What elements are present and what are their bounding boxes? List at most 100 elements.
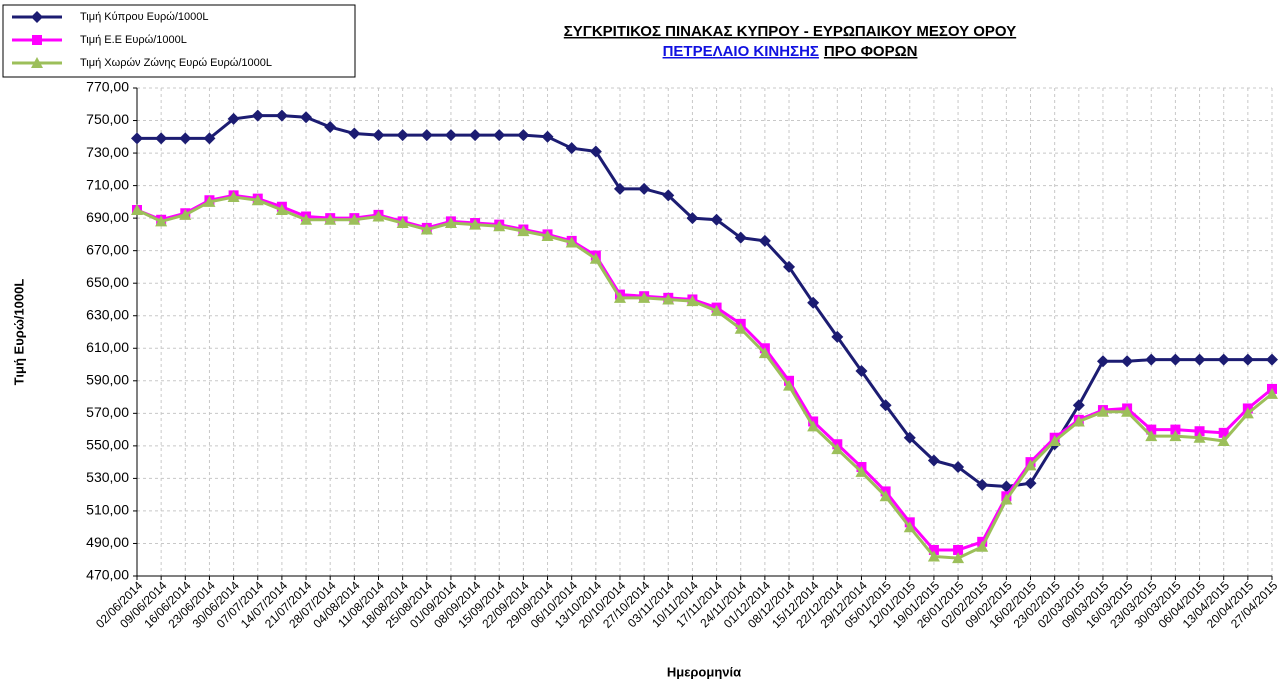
point — [251, 194, 264, 206]
point — [831, 443, 844, 455]
point — [1169, 353, 1182, 366]
point — [541, 130, 554, 143]
subtitle-part: ΠΕΤΡΕΛΑΙΟ ΚΙΝΗΣΗΣ — [663, 43, 819, 60]
point — [131, 204, 143, 215]
point — [1217, 353, 1230, 366]
point — [300, 111, 313, 124]
legend-marker — [32, 35, 42, 45]
point — [1266, 353, 1278, 366]
y-tick-label: 690,00 — [86, 209, 129, 225]
point — [155, 132, 168, 145]
point — [638, 291, 651, 303]
point — [613, 182, 626, 195]
point — [372, 210, 385, 222]
point — [131, 132, 143, 145]
point — [903, 431, 916, 444]
point — [976, 540, 989, 552]
point — [420, 129, 433, 142]
point — [1096, 405, 1109, 417]
point — [493, 220, 506, 232]
y-tick-label: 610,00 — [86, 339, 129, 355]
point — [300, 213, 313, 225]
point — [1072, 415, 1085, 427]
point — [565, 236, 578, 248]
point — [855, 365, 868, 378]
point — [783, 379, 796, 391]
point — [348, 127, 361, 140]
point — [1241, 407, 1254, 419]
point — [662, 293, 675, 305]
point — [662, 189, 675, 202]
point — [1170, 424, 1181, 435]
point — [1000, 493, 1013, 505]
point — [1241, 353, 1254, 366]
point — [1024, 477, 1037, 490]
point — [1193, 353, 1206, 366]
y-tick-label: 550,00 — [86, 437, 129, 453]
legend-label: Τιμή Ε.Ε Ευρώ/1000L — [80, 34, 187, 46]
point — [227, 112, 240, 125]
point — [372, 129, 385, 142]
point — [1121, 355, 1134, 368]
point — [348, 213, 361, 225]
point — [517, 225, 530, 237]
point — [251, 109, 264, 122]
point — [734, 322, 747, 334]
legend-label: Τιμή Κύπρου Ευρώ/1000L — [80, 11, 209, 23]
point — [928, 544, 939, 555]
point — [613, 291, 626, 303]
x-axis-label: Ημερομηνία — [667, 664, 741, 679]
point — [927, 454, 940, 467]
point — [1193, 431, 1206, 443]
point — [734, 231, 747, 244]
y-tick-label: 470,00 — [86, 567, 129, 583]
point — [1024, 459, 1037, 471]
point — [710, 304, 723, 316]
point — [953, 544, 964, 555]
y-tick-label: 750,00 — [86, 111, 129, 127]
point — [275, 204, 288, 215]
point — [420, 223, 433, 235]
point — [179, 132, 192, 145]
y-tick-label: 670,00 — [86, 241, 129, 257]
point — [879, 490, 892, 502]
y-tick-label: 510,00 — [86, 502, 129, 518]
point — [203, 132, 216, 145]
point — [710, 213, 723, 226]
point — [396, 129, 409, 142]
point — [686, 295, 699, 307]
chart-title: ΣΥΓΚΡΙΤΙΚΟΣ ΠΙΝΑΚΑΣ ΚΥΠΡΟΥ - ΕΥΡΩΠΑΙΚΟΥ … — [564, 23, 1016, 40]
point — [1217, 434, 1230, 446]
point — [589, 252, 602, 264]
point — [783, 260, 796, 273]
point — [1169, 430, 1182, 442]
point — [469, 218, 482, 230]
series-line — [136, 193, 1273, 552]
point — [324, 121, 337, 134]
point — [879, 399, 892, 412]
point — [807, 296, 820, 309]
legend-marker — [31, 57, 43, 68]
point — [589, 145, 602, 158]
point — [927, 550, 940, 562]
point — [1072, 399, 1085, 412]
point — [976, 478, 989, 491]
point — [469, 129, 482, 142]
y-tick-label: 590,00 — [86, 372, 129, 388]
point — [1218, 427, 1229, 438]
y-tick-label: 530,00 — [86, 469, 129, 485]
point — [1266, 387, 1278, 399]
point — [493, 129, 506, 142]
legend-label: Τιμή Χωρών Ζώνης Ευρώ Ευρώ/1000L — [80, 57, 272, 69]
point — [179, 208, 192, 220]
y-tick-label: 490,00 — [86, 534, 129, 550]
point — [1145, 353, 1158, 366]
point — [565, 142, 578, 155]
point — [324, 213, 337, 225]
y-tick-label: 630,00 — [86, 306, 129, 322]
point — [831, 330, 844, 343]
point — [227, 190, 240, 202]
point — [1048, 434, 1061, 446]
point — [444, 217, 457, 229]
